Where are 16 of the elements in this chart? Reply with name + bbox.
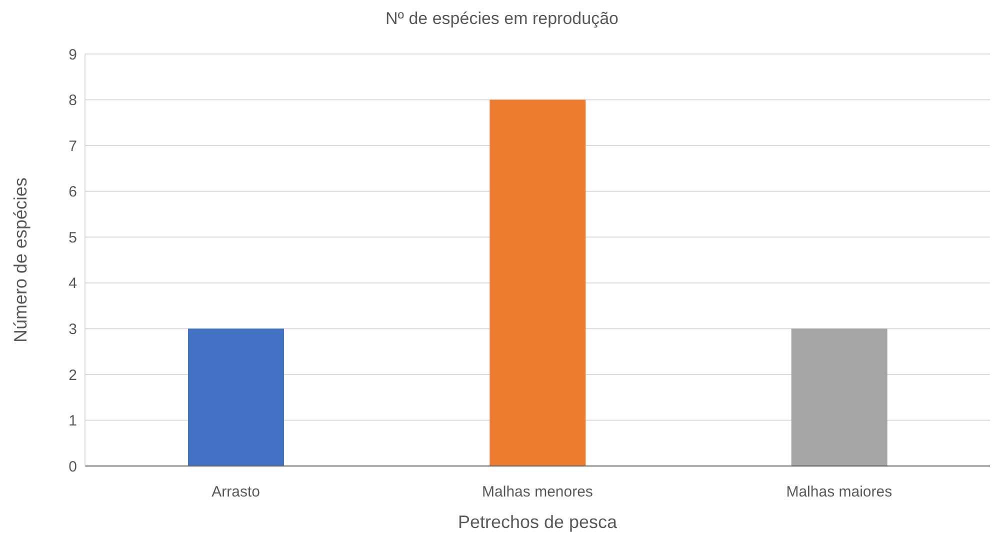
y-tick-label: 9 — [68, 46, 77, 64]
y-tick-label: 4 — [68, 275, 77, 292]
y-tick-label: 7 — [68, 138, 77, 155]
y-tick-label: 8 — [68, 92, 77, 110]
y-tick-label: 5 — [68, 229, 77, 246]
chart-title: Nº de espécies em reprodução — [384, 8, 620, 30]
y-tick-label: 6 — [68, 184, 77, 201]
y-tick-label: 0 — [68, 458, 77, 476]
y-tick-label: 3 — [68, 320, 77, 338]
x-tick-label: Malhas menores — [482, 484, 593, 501]
y-axis-title: Número de espécies — [10, 177, 30, 343]
x-tick-label: Arrasto — [212, 484, 260, 501]
y-tick-label: 1 — [68, 412, 77, 430]
x-tick-label: Malhas maiores — [786, 484, 892, 501]
x-axis-title: Petrechos de pesca — [458, 512, 618, 532]
y-tick-label: 2 — [68, 366, 77, 384]
